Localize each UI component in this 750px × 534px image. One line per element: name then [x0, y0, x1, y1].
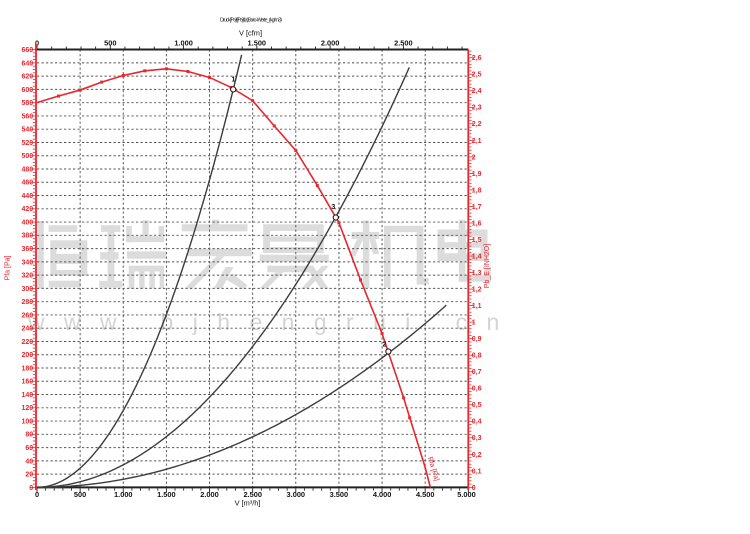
svg-text:660: 660	[22, 47, 34, 54]
svg-text:300: 300	[22, 286, 34, 293]
svg-text:520: 520	[22, 140, 34, 147]
svg-text:140: 140	[22, 392, 34, 399]
svg-text:80: 80	[25, 432, 33, 439]
svg-text:0,2: 0,2	[472, 452, 482, 459]
svg-text:4.000: 4.000	[373, 490, 392, 499]
svg-text:380: 380	[22, 233, 34, 240]
svg-text:20: 20	[25, 472, 33, 479]
svg-text:100: 100	[22, 418, 34, 425]
svg-text:2,1: 2,1	[472, 138, 482, 145]
svg-text:1,5: 1,5	[472, 237, 482, 244]
svg-text:1.000: 1.000	[174, 38, 193, 47]
svg-text:2: 2	[383, 342, 387, 349]
svg-text:260: 260	[22, 312, 34, 319]
svg-text:1,4: 1,4	[472, 253, 482, 260]
svg-text:0,1: 0,1	[472, 468, 482, 475]
svg-text:460: 460	[22, 180, 34, 187]
svg-text:620: 620	[22, 74, 34, 81]
svg-text:2.500: 2.500	[243, 490, 262, 499]
svg-text:0,4: 0,4	[472, 419, 482, 426]
svg-text:0,3: 0,3	[472, 435, 482, 442]
svg-text:500: 500	[74, 490, 86, 499]
svg-text:320: 320	[22, 273, 34, 280]
svg-text:0,8: 0,8	[472, 353, 482, 360]
svg-text:0: 0	[29, 485, 33, 492]
svg-text:2: 2	[472, 154, 476, 161]
svg-text:0: 0	[35, 38, 39, 47]
svg-text:0,6: 0,6	[472, 386, 482, 393]
svg-text:Druck[Pa]/[Pa]/(a)Baro-Werte_(: Druck[Pa]/[Pa]/(a)Baro-Werte_(kg/m3)	[220, 18, 282, 24]
svg-text:3.000: 3.000	[287, 490, 306, 499]
svg-text:1,2: 1,2	[472, 286, 482, 293]
svg-text:560: 560	[22, 113, 34, 120]
svg-text:340: 340	[22, 259, 34, 266]
svg-text:www.bjhengrui.cn: www.bjhengrui.cn	[27, 309, 519, 335]
svg-text:500: 500	[104, 38, 116, 47]
svg-text:360: 360	[22, 246, 34, 253]
svg-text:160: 160	[22, 379, 34, 386]
svg-text:V [cfm]: V [cfm]	[239, 29, 262, 38]
svg-text:60: 60	[25, 445, 33, 452]
svg-text:180: 180	[22, 365, 34, 372]
svg-text:2,4: 2,4	[472, 88, 482, 95]
svg-text:4.500: 4.500	[416, 490, 435, 499]
svg-text:5.000: 5.000	[457, 490, 476, 499]
svg-text:400: 400	[22, 219, 34, 226]
svg-text:2.500: 2.500	[394, 38, 413, 47]
svg-text:0: 0	[35, 490, 39, 499]
svg-text:0,5: 0,5	[472, 402, 482, 409]
svg-text:500: 500	[22, 153, 34, 160]
svg-text:480: 480	[22, 166, 34, 173]
svg-text:0,9: 0,9	[472, 336, 482, 343]
svg-text:3.500: 3.500	[330, 490, 349, 499]
svg-text:1: 1	[232, 77, 236, 84]
svg-text:1: 1	[472, 320, 476, 327]
svg-text:1.000: 1.000	[114, 490, 133, 499]
svg-text:200: 200	[22, 352, 34, 359]
svg-text:1.500: 1.500	[248, 38, 267, 47]
svg-text:0,7: 0,7	[472, 369, 482, 376]
svg-text:440: 440	[22, 193, 34, 200]
svg-text:2.000: 2.000	[321, 38, 340, 47]
svg-text:600: 600	[22, 87, 34, 94]
svg-text:Pb_E [INH2O]: Pb_E [INH2O]	[484, 244, 491, 288]
svg-text:1,1: 1,1	[472, 303, 482, 310]
svg-text:1,3: 1,3	[472, 270, 482, 277]
svg-text:3: 3	[331, 204, 335, 211]
svg-text:580: 580	[22, 100, 34, 107]
svg-text:2,2: 2,2	[472, 121, 482, 128]
svg-text:1.500: 1.500	[157, 490, 176, 499]
svg-text:540: 540	[22, 127, 34, 134]
svg-text:1,8: 1,8	[472, 187, 482, 194]
svg-text:40: 40	[25, 458, 33, 465]
svg-text:220: 220	[22, 339, 34, 346]
svg-text:420: 420	[22, 206, 34, 213]
svg-text:2,6: 2,6	[472, 55, 482, 62]
svg-text:120: 120	[22, 405, 34, 412]
svg-text:V [m³/h]: V [m³/h]	[235, 499, 261, 508]
svg-text:1,6: 1,6	[472, 220, 482, 227]
svg-text:1,7: 1,7	[472, 204, 482, 211]
svg-text:2.000: 2.000	[200, 490, 219, 499]
svg-text:1,9: 1,9	[472, 171, 482, 178]
svg-text:2,3: 2,3	[472, 105, 482, 112]
svg-text:0: 0	[472, 485, 476, 492]
svg-text:280: 280	[22, 299, 34, 306]
svg-text:Pfa [Pa]: Pfa [Pa]	[5, 255, 12, 280]
svg-text:240: 240	[22, 326, 34, 333]
svg-text:2,5: 2,5	[472, 72, 482, 79]
svg-text:640: 640	[22, 60, 34, 67]
